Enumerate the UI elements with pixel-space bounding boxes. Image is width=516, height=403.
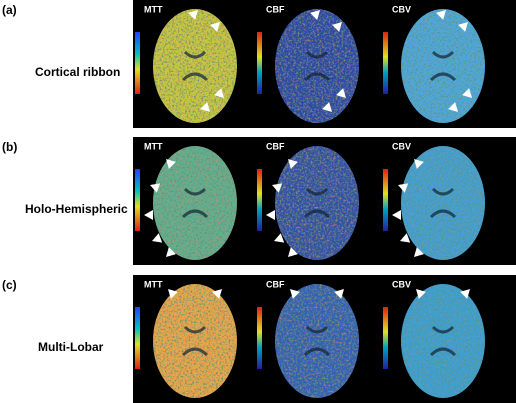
arrowhead [414,159,424,169]
arrowhead [288,247,298,257]
panel-label: CBV [392,4,411,14]
panel-label: MTT [144,279,163,289]
brain-texture [153,146,237,260]
figure-row: (b) Holo-Hemispheric MTT CBF CBV [2,137,516,265]
color-bar [257,169,262,231]
panel-label: CBV [392,279,411,289]
arrowhead [274,233,285,243]
brain-texture [401,9,485,123]
arrowhead [188,10,198,20]
ventricle [181,50,209,82]
row-letter: (c) [2,278,17,292]
color-bar [135,307,140,369]
color-bar [383,32,388,94]
arrowhead [214,88,224,98]
color-bar [383,169,388,231]
brain-texture [275,284,359,398]
figure-row: (a) Cortical ribbon MTT CBF CBV [2,0,516,128]
arrowhead [212,289,222,299]
color-bar [135,32,140,94]
color-bar [257,307,262,369]
arrowhead [152,233,163,243]
row-letter: (a) [2,3,17,17]
panel-label: CBV [392,141,411,151]
figure-row: (c) Multi-Lobar MTT CBF CBV [2,275,516,403]
ventricle [181,325,209,357]
ventricle [429,50,457,82]
arrowhead [288,159,298,169]
arrowhead [332,22,342,32]
arrowhead [448,102,458,112]
ventricle [303,187,331,219]
brain-texture [401,146,485,260]
arrowhead [436,10,446,20]
arrowhead [462,88,472,98]
brain-texture [275,9,359,123]
ventricle [429,325,457,357]
arrowhead [310,10,320,20]
row-letter: (b) [2,140,17,154]
arrowhead [334,289,344,299]
arrowhead [266,210,275,220]
arrowhead [166,159,176,169]
row-title: Holo-Hemispheric [25,202,128,216]
arrowhead [150,183,161,193]
panel-label: CBF [266,4,285,14]
arrowhead [168,289,178,299]
brain-texture [153,284,237,398]
panel-label: CBF [266,279,285,289]
arrowhead [400,233,411,243]
arrowhead [322,102,332,112]
ventricle [181,187,209,219]
row-title: Cortical ribbon [35,65,120,79]
arrowhead [416,289,426,299]
arrowhead [210,22,220,32]
color-bar [135,169,140,231]
color-bar [257,32,262,94]
row-title: Multi-Lobar [38,340,104,354]
arrowhead [166,247,176,257]
arrowhead [398,183,409,193]
arrowhead [290,289,300,299]
panel-label: MTT [144,4,163,14]
arrowhead [460,289,470,299]
arrowhead [272,183,283,193]
panel-label: CBF [266,141,285,151]
ventricle [303,325,331,357]
arrowhead [414,247,424,257]
arrowhead [200,102,210,112]
arrowhead [336,88,346,98]
brain-texture [401,284,485,398]
brain-texture [275,146,359,260]
arrowhead [392,210,401,220]
color-bar [383,307,388,369]
arrowhead [458,22,468,32]
panel-label: MTT [144,141,163,151]
ventricle [303,50,331,82]
arrowhead [144,210,153,220]
brain-texture [153,9,237,123]
ventricle [429,187,457,219]
